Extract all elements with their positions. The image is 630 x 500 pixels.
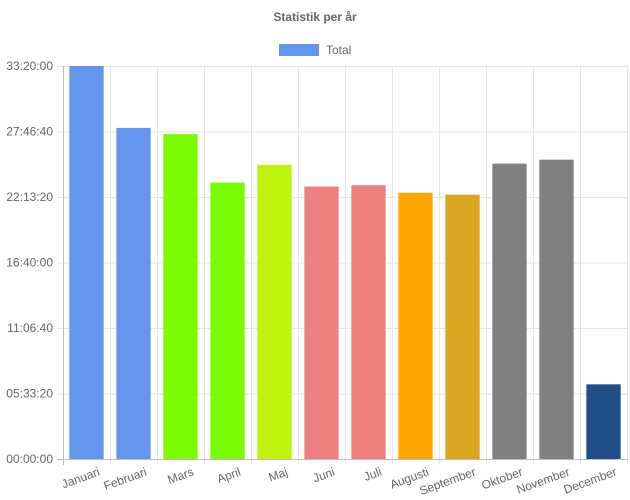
axes	[57, 66, 627, 465]
y-tick-label: 00:00:00	[6, 452, 53, 466]
x-tick-label: December	[562, 465, 619, 497]
grid-lines	[57, 66, 628, 465]
bar[interactable]	[492, 163, 527, 459]
bar[interactable]	[304, 186, 339, 459]
bar[interactable]	[539, 159, 574, 460]
x-tick-label: Juni	[311, 465, 336, 486]
bar[interactable]	[398, 192, 433, 459]
x-tick-label: Februari	[102, 465, 149, 493]
y-tick-label: 16:40:00	[6, 256, 53, 270]
bar[interactable]	[445, 194, 480, 459]
bar[interactable]	[257, 164, 292, 459]
x-tick-label: April	[215, 465, 242, 486]
x-tick-label: Maj	[267, 465, 290, 485]
chart-title: Statistik per år	[273, 10, 357, 24]
y-axis-ticks: 00:00:00 05:33:20 11:06:40 16:40:00 22:13:20…	[6, 59, 53, 466]
bars	[69, 66, 621, 460]
legend-swatch	[279, 44, 319, 56]
y-tick-label: 11:06:40	[7, 321, 53, 335]
bar[interactable]	[116, 127, 151, 460]
bar[interactable]	[351, 185, 386, 459]
y-tick-label: 05:33:20	[6, 387, 53, 401]
x-tick-label: Juli	[362, 465, 384, 484]
x-tick-label: November	[515, 465, 572, 497]
y-tick-label: 27:46:40	[6, 125, 53, 139]
bar[interactable]	[69, 66, 104, 459]
bar[interactable]	[586, 384, 621, 459]
y-tick-label: 22:13:20	[6, 190, 53, 204]
x-axis-ticks: Januari Februari Mars April Maj Juni Juli Augus…	[60, 465, 619, 498]
bar[interactable]	[163, 134, 198, 459]
x-tick-label: Mars	[166, 465, 196, 487]
legend-label: Total	[326, 43, 351, 57]
x-tick-label: Januari	[60, 465, 102, 492]
legend[interactable]: Total	[279, 43, 351, 57]
y-tick-label: 33:20:00	[6, 59, 53, 73]
bar[interactable]	[210, 182, 245, 459]
